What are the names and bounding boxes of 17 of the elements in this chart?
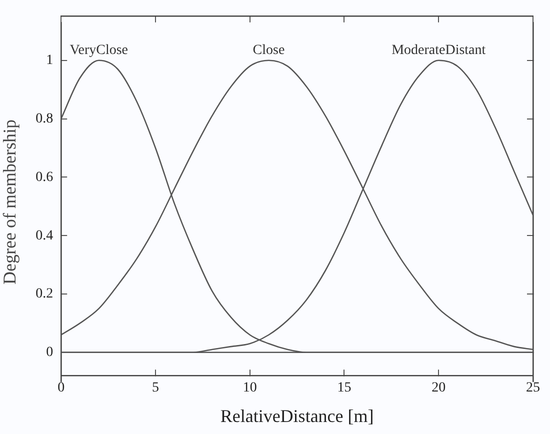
x-axis-title: RelativeDistance [m] — [220, 406, 374, 426]
y-tick-label: 0.4 — [36, 228, 54, 244]
y-tick-label: 0.2 — [36, 286, 54, 302]
y-tick-label: 0.8 — [36, 111, 54, 126]
y-tick-label: 0.6 — [36, 170, 54, 185]
y-tick-label: 0 — [46, 345, 54, 360]
x-tick-label: 10 — [242, 380, 257, 396]
y-tick-label: 1 — [46, 53, 54, 68]
series-label: Close — [252, 43, 285, 58]
x-tick-label: 25 — [526, 380, 540, 396]
x-tick-label: 0 — [58, 380, 65, 396]
x-tick-label: 5 — [152, 380, 159, 396]
x-tick-label: 20 — [432, 380, 446, 396]
series-label: ModerateDistant — [392, 43, 486, 58]
x-tick-label: 15 — [337, 380, 352, 396]
y-axis-title: Degree of membership — [0, 120, 20, 284]
series-label: VeryClose — [70, 43, 128, 58]
